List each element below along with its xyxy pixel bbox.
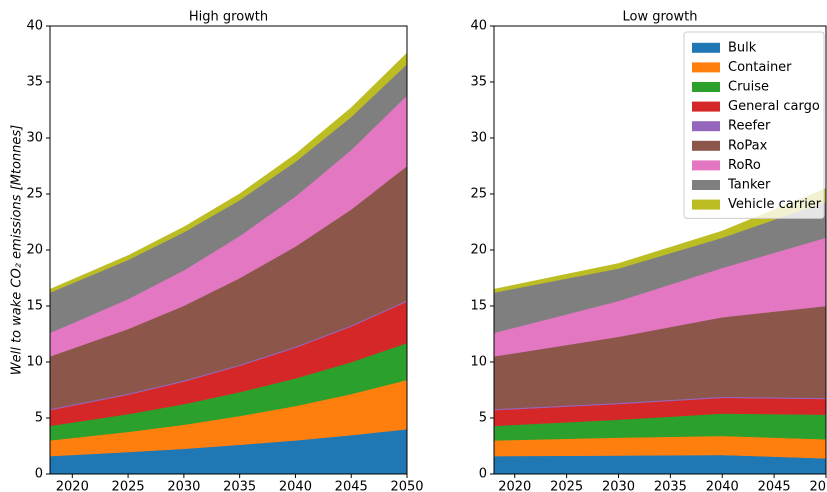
y-tick-label: 35: [26, 75, 43, 90]
y-tick-label: 20: [26, 243, 43, 258]
x-tick-label: 2035: [654, 480, 687, 492]
x-tick-label: 2030: [167, 480, 200, 492]
y-tick-label: 35: [470, 75, 487, 90]
legend-swatch: [692, 199, 720, 210]
y-tick-label: 15: [470, 299, 487, 314]
legend-label: Container: [728, 60, 792, 75]
y-tick-label: 5: [479, 411, 487, 426]
y-tick-label: 30: [26, 131, 43, 146]
y-tick-label: 10: [470, 355, 487, 370]
legend-swatch: [692, 62, 720, 73]
legend-swatch: [692, 160, 720, 171]
chart-title: High growth: [189, 10, 268, 25]
y-tick-label: 5: [35, 411, 43, 426]
y-tick-label: 30: [470, 131, 487, 146]
legend-label: Tanker: [727, 178, 771, 193]
x-tick-label: 2050: [390, 480, 423, 492]
x-tick-label: 2020: [56, 480, 89, 492]
legend-label: General cargo: [728, 99, 820, 114]
x-tick-label: 2040: [279, 480, 312, 492]
y-tick-label: 0: [35, 467, 43, 482]
x-tick-label: 2025: [550, 480, 583, 492]
legend-swatch: [692, 140, 720, 151]
x-tick-label: 2045: [758, 480, 791, 492]
y-tick-label: 20: [470, 243, 487, 258]
x-tick-label: 2020: [498, 480, 531, 492]
chart-title: Low growth: [623, 10, 698, 25]
legend-label: RoRo: [728, 158, 761, 173]
legend-label: Bulk: [728, 40, 757, 55]
legend-label: Vehicle carrier: [728, 197, 822, 212]
y-tick-label: 25: [470, 187, 487, 202]
legend-label: RoPax: [728, 138, 768, 153]
x-tick-label: 2030: [602, 480, 635, 492]
y-tick-label: 10: [26, 355, 43, 370]
legend-label: Reefer: [728, 119, 771, 134]
y-tick-label: 25: [26, 187, 43, 202]
y-tick-label: 40: [26, 19, 43, 34]
x-tick-label: 2040: [706, 480, 739, 492]
legend-swatch: [692, 82, 720, 92]
area: [493, 454, 827, 475]
legend-swatch: [692, 101, 720, 112]
x-tick-label: 2045: [335, 480, 368, 492]
x-tick-label: 2035: [223, 480, 256, 492]
x-tick-label: 2050: [809, 480, 827, 492]
y-tick-label: 15: [26, 299, 43, 314]
x-tick-label: 2025: [112, 480, 145, 492]
y-tick-label: 0: [479, 467, 487, 482]
legend-swatch: [692, 121, 720, 132]
y-axis-label: Well to wake CO₂ emissions [Mtonnes]: [10, 125, 25, 376]
legend-label: Cruise: [728, 80, 769, 95]
legend: Bulk Container Cruise General cargo Reefer Ro…: [683, 31, 825, 219]
y-tick-label: 40: [470, 19, 487, 34]
legend-swatch: [692, 42, 720, 53]
legend-box: [683, 31, 825, 219]
legend-swatch: [692, 180, 720, 190]
